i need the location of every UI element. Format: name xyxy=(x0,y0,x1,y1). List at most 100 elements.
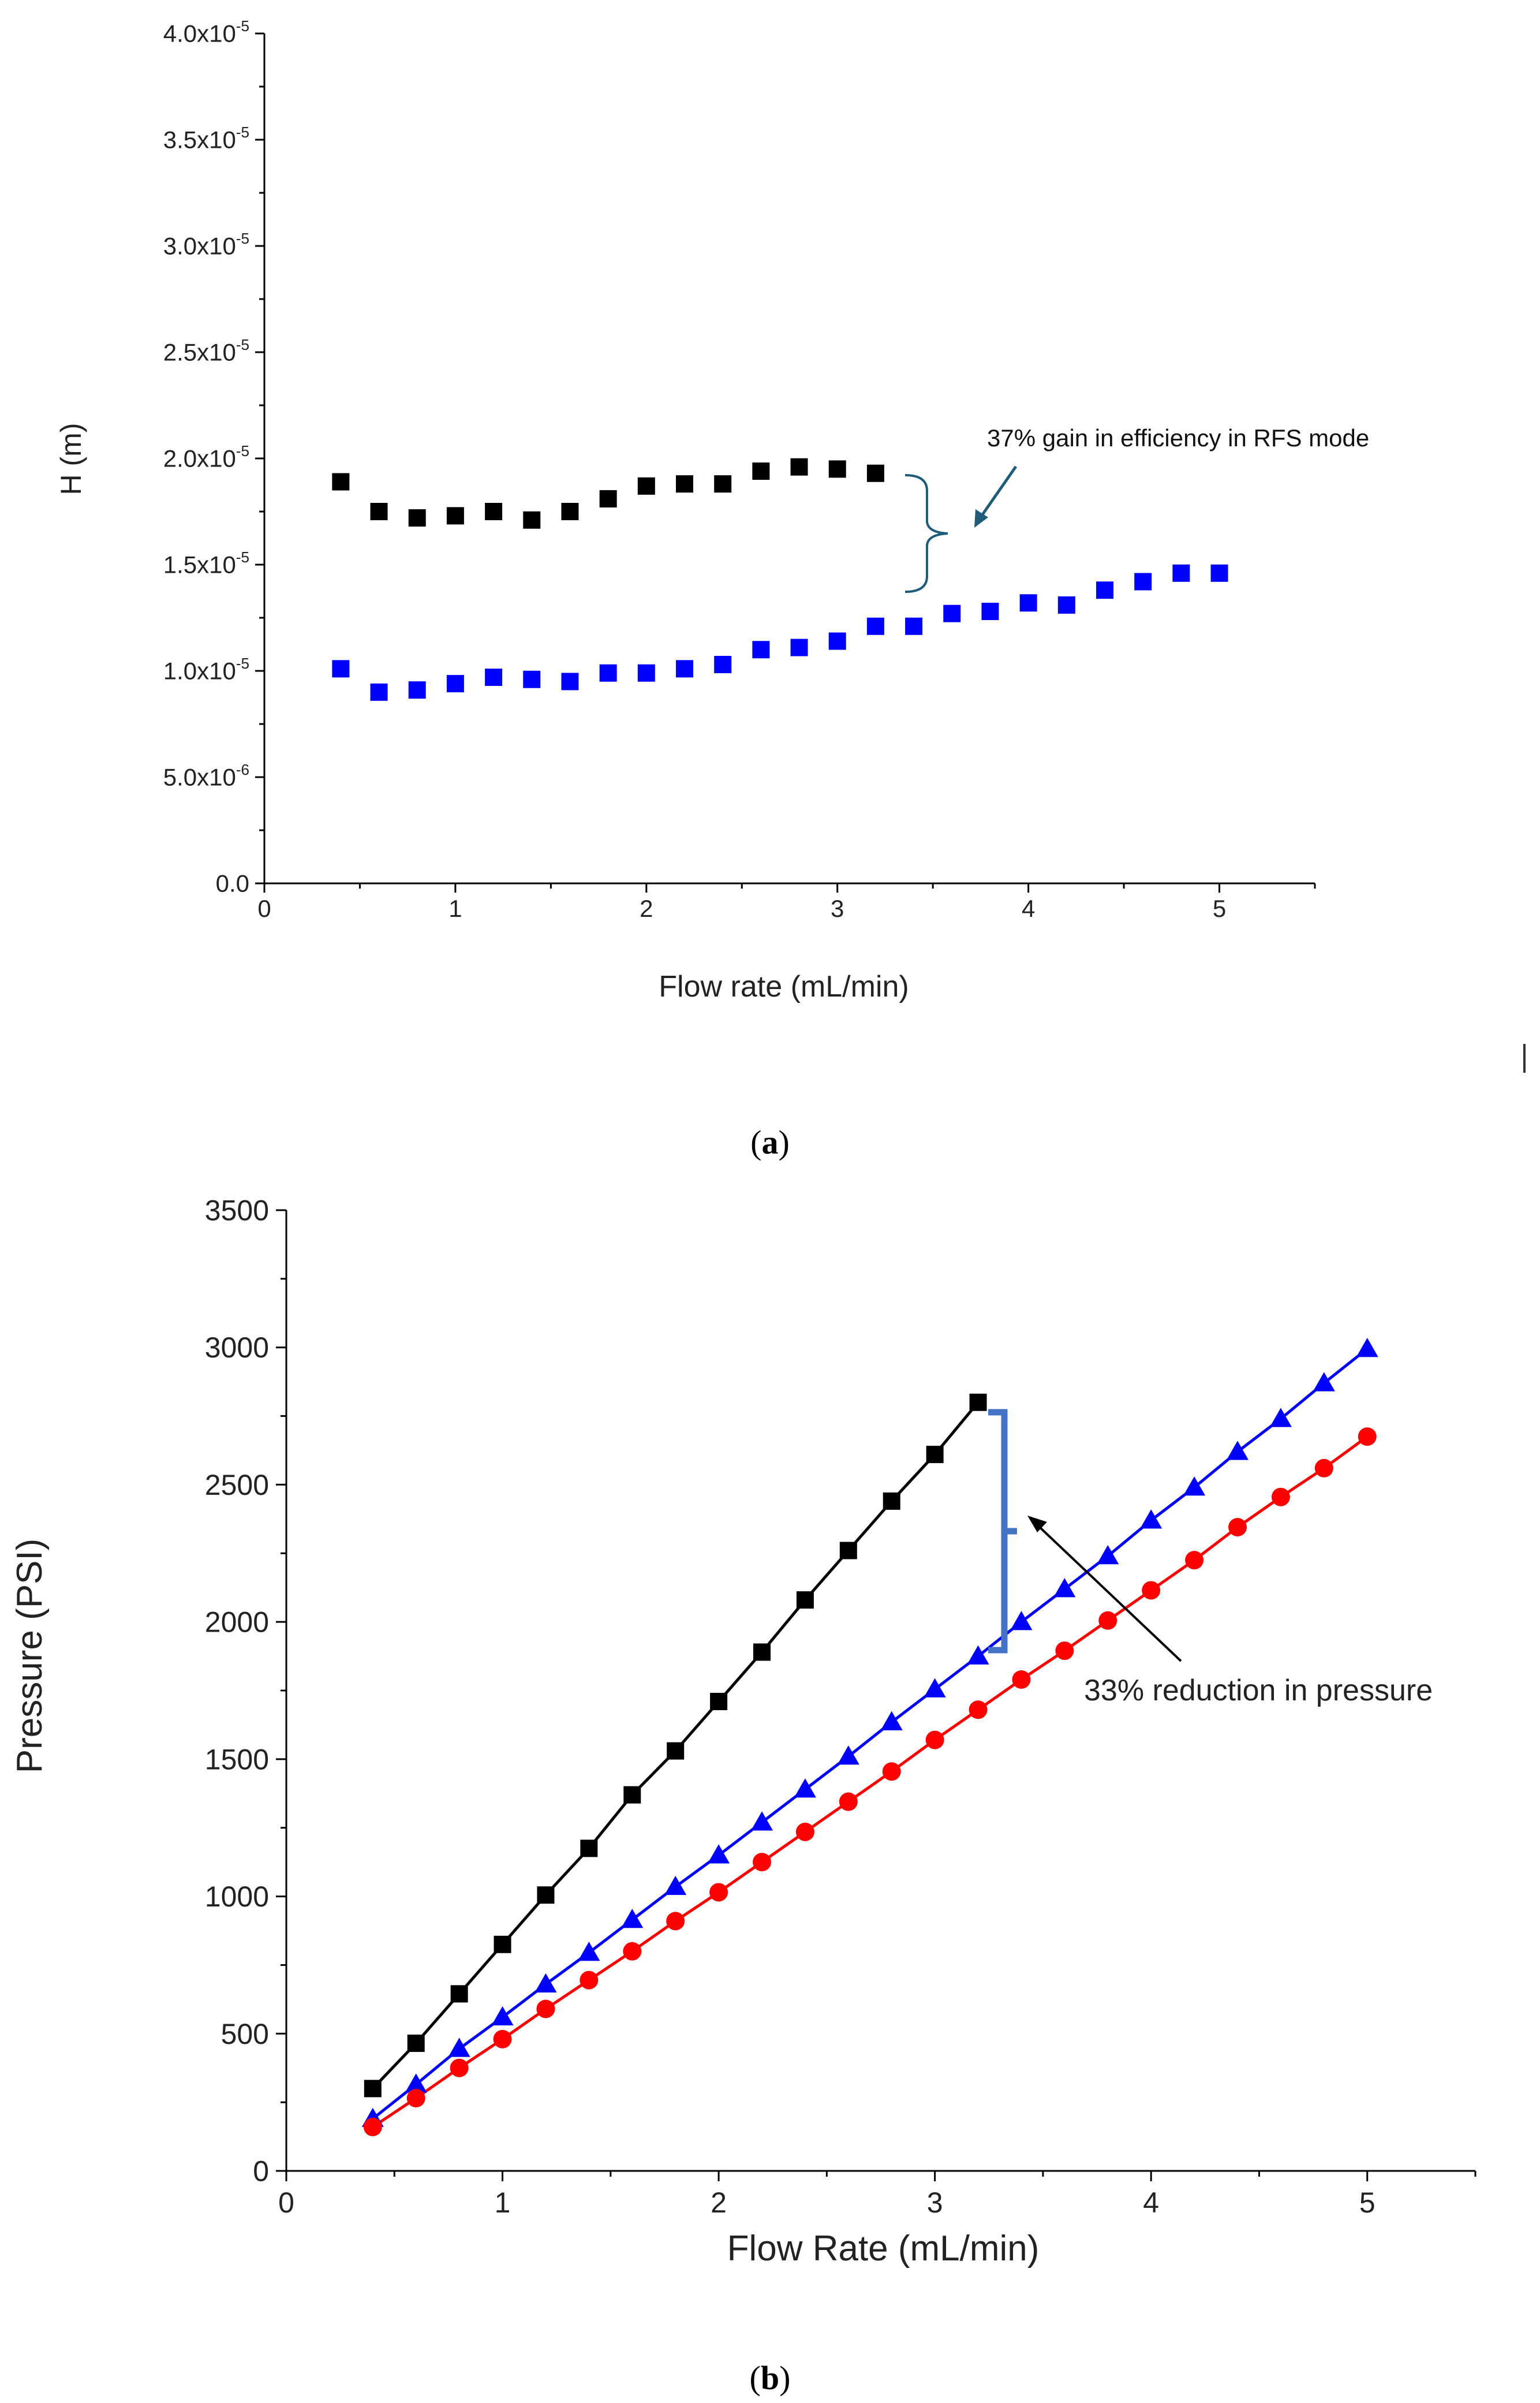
panel-b-y-tick-label: 3000 xyxy=(205,1331,269,1364)
panel-b-series-1-point xyxy=(534,1973,557,1992)
panel-a-series-1-point xyxy=(485,669,503,686)
panel-a-series-1-point xyxy=(561,673,579,691)
panel-a-series-1-point xyxy=(637,664,655,682)
panel-a-y-tick-exponent: -5 xyxy=(236,17,249,35)
panel-a-y-tick-exponent: -5 xyxy=(236,442,249,460)
panel-b-y-tick-label: 2500 xyxy=(205,1469,269,1501)
panel-b-series-0-point xyxy=(364,2080,382,2098)
panel-a-series-1-point xyxy=(523,670,541,688)
panel-a-series-1-point xyxy=(370,683,388,701)
panel-b-series-0-point xyxy=(450,1985,468,2003)
panel-a-y-tick-exponent: -6 xyxy=(236,761,249,778)
panel-a-series-1-point xyxy=(1057,596,1075,614)
panel-b-series-2-point xyxy=(363,2117,382,2136)
panel-b-series-1-point xyxy=(448,2038,470,2057)
panel-b-series-0-point xyxy=(537,1886,555,1904)
panel-b-series-2-point xyxy=(753,1853,771,1872)
panel-a-y-tick-mantissa: 2.5x10 xyxy=(163,339,236,366)
panel-b-series-2-point xyxy=(1012,1670,1031,1689)
panel-b-series-1-point xyxy=(967,1645,989,1665)
panel-b-x-axis-label: Flow Rate (mL/min) xyxy=(727,2229,1040,2268)
panel-a-series-1-point xyxy=(752,641,770,659)
panel-a-y-tick-mantissa: 3.5x10 xyxy=(163,126,236,154)
panel-a-chart: 0 1 2 3 4 50.05.0x10-61.0x10-51.5x10-52.0x10-… xyxy=(55,17,1526,1161)
panel-a-series-1-point xyxy=(943,605,961,622)
panel-b-series-0-point xyxy=(796,1591,814,1609)
panel-b-x-tick-label: 3 xyxy=(927,2186,943,2219)
panel-b-annotation-bracket xyxy=(988,1409,1017,1654)
panel-a-series-0-point xyxy=(790,458,808,476)
panel-a-y-tick-label: 4.0x10-5 xyxy=(163,17,249,47)
panel-b-series-1-point xyxy=(924,1678,946,1697)
panel-b-x-tick-label: 0 xyxy=(278,2186,294,2219)
panel-b-series-2-point xyxy=(839,1792,858,1811)
panel-b-series-0-point xyxy=(623,1786,641,1804)
panel-b-series-1-point xyxy=(1010,1611,1033,1630)
panel-a-y-tick-mantissa: 4.0x10 xyxy=(163,20,236,47)
panel-b-series-0-point xyxy=(407,2034,425,2052)
panel-b-series-1-point xyxy=(1053,1578,1076,1598)
panel-a-y-tick-exponent: -5 xyxy=(236,655,249,672)
panel-a-y-tick-label: 5.0x10-6 xyxy=(163,761,249,791)
panel-a-y-tick-label: 3.0x10-5 xyxy=(163,230,249,260)
panel-b-caption: (b) xyxy=(750,2359,791,2397)
panel-a-series-0-point xyxy=(561,503,579,520)
panel-b-series-1-point xyxy=(1356,1338,1378,1357)
panel-a-y-axis-label: H (m) xyxy=(55,423,87,495)
panel-b-series-2-point xyxy=(1228,1518,1247,1537)
panel-b-x-tick-label: 2 xyxy=(711,2186,727,2219)
panel-a-x-tick-label: 5 xyxy=(1213,895,1226,922)
panel-b-series-2-point xyxy=(969,1700,988,1719)
panel-a-x-axis-label: Flow rate (mL/min) xyxy=(659,970,909,1003)
panel-a-y-tick-label: 2.5x10-5 xyxy=(163,336,249,366)
panel-a-ticks: 0 1 2 3 4 50.05.0x10-61.0x10-51.5x10-52.0x10-… xyxy=(163,17,1316,922)
panel-a-annotation-arrowhead xyxy=(974,509,988,528)
panel-a-series-0-point xyxy=(637,477,655,495)
panel-b-annotation-arrowhead xyxy=(1027,1516,1047,1532)
panel-b-annotation-arrow xyxy=(1038,1525,1182,1662)
panel-b-series-1-point xyxy=(491,2006,514,2026)
panel-a-series-1-point xyxy=(676,660,693,678)
panel-b-series-1-point xyxy=(621,1908,644,1928)
panel-a-series-1-point xyxy=(1172,564,1190,582)
panel-a-y-tick-exponent: -5 xyxy=(236,336,249,353)
panel-b-series-2-point xyxy=(1314,1458,1333,1477)
panel-b-y-tick-label: 2000 xyxy=(205,1606,269,1639)
panel-b-series-1-point xyxy=(1183,1476,1206,1496)
panel-a-y-tick-label: 0.0 xyxy=(216,870,249,897)
panel-b-series-0-point xyxy=(580,1839,598,1857)
panel-a-caption-letter: a xyxy=(762,1124,779,1161)
panel-a-series-1-point xyxy=(332,660,350,678)
panel-b-series-0-point xyxy=(710,1693,728,1711)
panel-a-y-tick-exponent: -5 xyxy=(236,548,249,566)
panel-b-series-0-point xyxy=(667,1742,685,1760)
panel-a-series-1-point xyxy=(981,602,999,620)
panel-b-series-2-point xyxy=(1098,1611,1117,1630)
panel-a-series-1-point xyxy=(790,639,808,656)
panel-a-series-0-point xyxy=(332,473,350,491)
panel-b-ticks: 0 1 2 3 4 5 0 500 1000 1500 2000 2500 3000 3500 xyxy=(205,1195,1477,2219)
panel-a-y-tick-label: 1.0x10-5 xyxy=(163,655,249,685)
panel-a-series-1-point xyxy=(905,617,923,635)
panel-b-x-tick-label: 1 xyxy=(495,2186,511,2219)
panel-a-y-tick-mantissa: 2.0x10 xyxy=(163,445,236,472)
panel-b-series-2-point xyxy=(1142,1581,1161,1600)
panel-b-series-2-point xyxy=(1185,1551,1204,1570)
panel-a-x-tick-label: 4 xyxy=(1022,895,1035,922)
panel-a-caption: (a) xyxy=(750,1124,790,1161)
panel-b-series-2-point xyxy=(1055,1641,1074,1661)
panel-b-series-1-point xyxy=(708,1844,730,1864)
panel-a-series-0-point xyxy=(866,464,884,482)
panel-b-series-2-point xyxy=(493,2029,512,2048)
panel-a-series-1-point xyxy=(1019,594,1037,612)
panel-a-y-tick-mantissa: 1.5x10 xyxy=(163,551,236,579)
panel-b-series-2-point xyxy=(666,1912,685,1931)
panel-a-y-tick-mantissa: 5.0x10 xyxy=(163,764,236,791)
panel-a-annotation-text: 37% gain in efficiency in RFS mode xyxy=(987,424,1369,452)
panel-a-series-1-point xyxy=(408,681,426,699)
panel-a-series-0-point xyxy=(370,503,388,520)
panel-a-series-0-point xyxy=(599,490,617,508)
panel-b-chart: 0 1 2 3 4 5 0 500 1000 1500 2000 2500 3000 3500 Flow … xyxy=(10,1195,1477,2397)
panel-b-y-axis-label: Pressure (PSI) xyxy=(10,1539,50,1774)
